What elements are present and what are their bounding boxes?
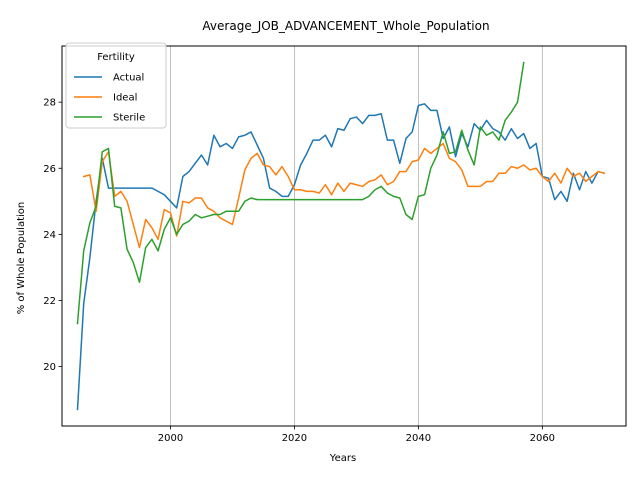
x-tick-label: 2020 xyxy=(282,433,307,444)
grid-lines xyxy=(170,46,543,426)
legend-label-ideal: Ideal xyxy=(113,93,137,104)
series-line-ideal xyxy=(82,142,606,249)
series-line-actual xyxy=(76,103,606,411)
legend-title: Fertility xyxy=(97,52,135,63)
x-axis-title: Years xyxy=(329,453,356,464)
y-tick-label: 24 xyxy=(43,230,56,241)
legend-label-sterile: Sterile xyxy=(113,113,145,124)
y-tick-label: 20 xyxy=(43,362,56,373)
y-tick-label: 28 xyxy=(43,98,56,109)
x-tick-label: 2040 xyxy=(406,433,431,444)
y-axis-title: % of Whole Population xyxy=(16,202,27,315)
legend-label-actual: Actual xyxy=(113,73,144,84)
legend: Fertility Actual Ideal Sterile xyxy=(65,42,167,129)
y-axis: 20 22 24 26 28 xyxy=(43,98,62,373)
series-line-sterile xyxy=(76,61,525,325)
legend-box xyxy=(65,42,167,129)
plot-frame xyxy=(61,45,627,427)
legend-entries: Actual Ideal Sterile xyxy=(74,73,145,124)
x-axis: 2000 2020 2040 2060 xyxy=(158,426,555,444)
x-tick-label: 2000 xyxy=(158,433,183,444)
x-tick-label: 2060 xyxy=(530,433,555,444)
series-lines xyxy=(76,61,606,411)
chart-title: Average_JOB_ADVANCEMENT_Whole_Population xyxy=(202,19,489,33)
y-tick-label: 26 xyxy=(43,164,56,175)
y-tick-label: 22 xyxy=(43,296,56,307)
